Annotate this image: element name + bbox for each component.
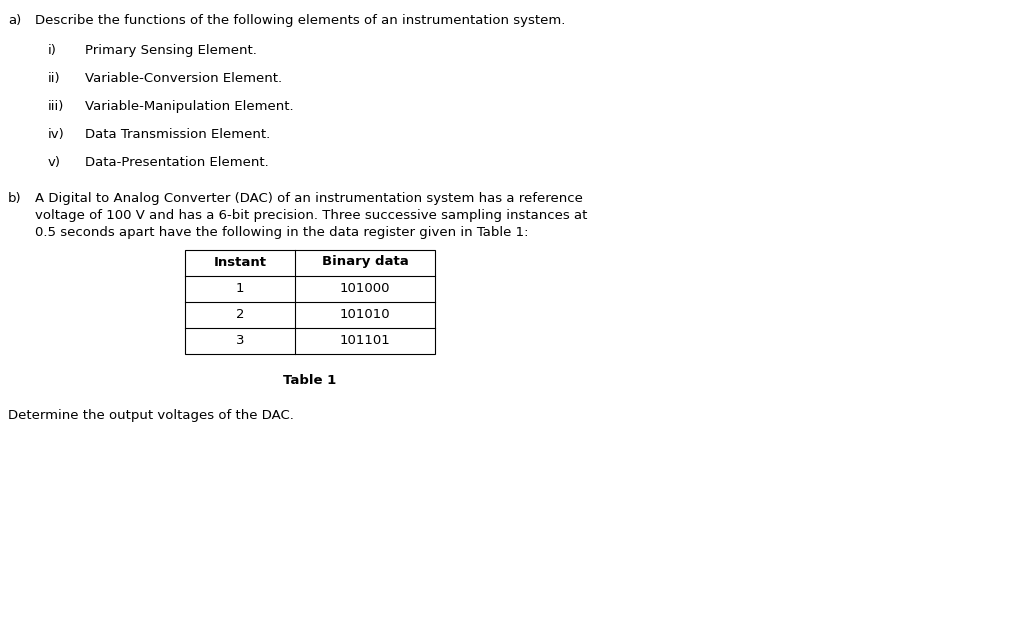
Text: v): v)	[48, 156, 61, 169]
Text: Variable-Manipulation Element.: Variable-Manipulation Element.	[85, 100, 293, 113]
Text: voltage of 100 V and has a 6-bit precision. Three successive sampling instances : voltage of 100 V and has a 6-bit precisi…	[35, 209, 586, 222]
Text: Instant: Instant	[213, 255, 266, 268]
Text: a): a)	[8, 14, 21, 27]
Text: iv): iv)	[48, 128, 65, 141]
Text: 2: 2	[236, 307, 244, 320]
Text: A Digital to Analog Converter (DAC) of an instrumentation system has a reference: A Digital to Analog Converter (DAC) of a…	[35, 192, 582, 205]
Text: Determine the output voltages of the DAC.: Determine the output voltages of the DAC…	[8, 409, 293, 422]
Bar	[185, 250, 435, 354]
Text: Data-Presentation Element.: Data-Presentation Element.	[85, 156, 269, 169]
Text: Describe the functions of the following elements of an instrumentation system.: Describe the functions of the following …	[35, 14, 565, 27]
Text: Primary Sensing Element.: Primary Sensing Element.	[85, 44, 257, 57]
Text: Data Transmission Element.: Data Transmission Element.	[85, 128, 270, 141]
Text: 101010: 101010	[340, 307, 390, 320]
Text: 3: 3	[236, 334, 244, 347]
Text: ii): ii)	[48, 72, 61, 85]
Text: 101101: 101101	[340, 334, 390, 347]
Text: 0.5 seconds apart have the following in the data register given in Table 1:: 0.5 seconds apart have the following in …	[35, 226, 528, 239]
Text: b): b)	[8, 192, 21, 205]
Text: 1: 1	[236, 282, 244, 295]
Text: i): i)	[48, 44, 57, 57]
Text: iii): iii)	[48, 100, 65, 113]
Text: Binary data: Binary data	[321, 255, 408, 268]
Text: Table 1: Table 1	[283, 374, 337, 387]
Text: Variable-Conversion Element.: Variable-Conversion Element.	[85, 72, 282, 85]
Text: 101000: 101000	[340, 282, 390, 295]
